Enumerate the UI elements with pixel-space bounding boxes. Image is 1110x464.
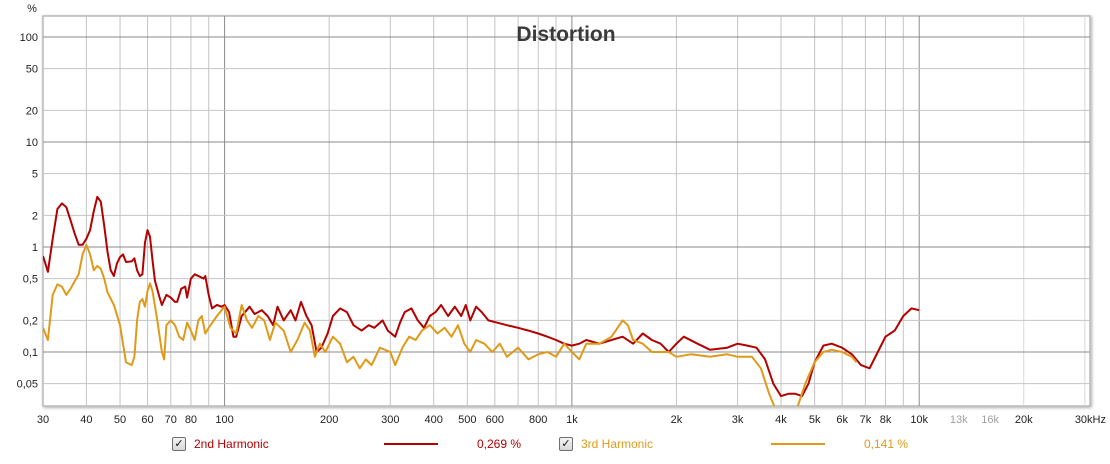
svg-text:20: 20 [26, 105, 38, 117]
plot-frame [42, 15, 1091, 407]
svg-text:70: 70 [165, 414, 177, 426]
series-3rd-harmonic [43, 243, 858, 406]
svg-text:40: 40 [80, 414, 92, 426]
chart-title: Distortion [516, 23, 615, 46]
svg-text:2k: 2k [671, 414, 683, 426]
svg-text:800: 800 [529, 414, 547, 426]
checkbox-2nd-harmonic[interactable]: ✓ [172, 437, 186, 451]
vertical-gridlines [85, 16, 1086, 406]
svg-text:600: 600 [486, 414, 504, 426]
data-series [43, 195, 920, 406]
svg-text:30: 30 [37, 414, 49, 426]
horizontal-gridlines [43, 36, 1090, 385]
x-axis-labels: 30 40 50 60 70 80 100 200 300 400 500 600 800 1k 2k 3k 4… [37, 414, 1106, 426]
svg-text:60: 60 [141, 414, 153, 426]
svg-text:20k: 20k [1015, 414, 1033, 426]
series-2nd-harmonic [43, 195, 920, 398]
svg-text:16k: 16k [981, 414, 999, 426]
legend-value-2nd-harmonic: 0,269 % [477, 437, 522, 451]
legend-swatch-2nd-harmonic [384, 443, 438, 445]
svg-text:8k: 8k [880, 414, 892, 426]
svg-text:1: 1 [32, 242, 38, 254]
legend-item-2nd-harmonic[interactable]: ✓ 2nd Harmonic [172, 434, 269, 454]
legend-item-3rd-harmonic[interactable]: ✓ 3rd Harmonic [559, 434, 653, 454]
svg-text:4k: 4k [775, 414, 787, 426]
svg-text:0,1: 0,1 [23, 347, 38, 359]
svg-text:5k: 5k [809, 414, 821, 426]
svg-text:50: 50 [114, 414, 126, 426]
svg-text:6k: 6k [836, 414, 848, 426]
svg-text:50: 50 [26, 64, 38, 76]
svg-text:0,05: 0,05 [17, 379, 38, 391]
svg-text:400: 400 [425, 414, 443, 426]
svg-text:3k: 3k [732, 414, 744, 426]
svg-text:100: 100 [215, 414, 233, 426]
svg-text:300: 300 [381, 414, 399, 426]
svg-text:30kHz: 30kHz [1075, 414, 1106, 426]
svg-text:1k: 1k [566, 414, 578, 426]
svg-text:7k: 7k [860, 414, 872, 426]
legend-value-3rd-harmonic: 0,141 % [864, 437, 909, 451]
checkbox-3rd-harmonic[interactable]: ✓ [559, 437, 573, 451]
svg-text:80: 80 [185, 414, 197, 426]
y-axis-labels: 100 50 20 10 5 2 1 0,5 0,2 0,1 0,05 [17, 32, 38, 391]
legend-label-2nd-harmonic: 2nd Harmonic [194, 437, 269, 451]
svg-text:10k: 10k [910, 414, 928, 426]
svg-text:2: 2 [32, 210, 38, 222]
legend-label-3rd-harmonic: 3rd Harmonic [581, 437, 654, 451]
svg-text:0,5: 0,5 [23, 274, 38, 286]
svg-text:5: 5 [32, 169, 38, 181]
y-axis-unit: % [27, 3, 37, 15]
svg-text:0,2: 0,2 [23, 315, 38, 327]
svg-text:10: 10 [26, 137, 38, 149]
legend-swatch-3rd-harmonic [771, 443, 825, 445]
svg-text:13k: 13k [950, 414, 968, 426]
svg-text:200: 200 [320, 414, 338, 426]
svg-text:100: 100 [20, 32, 38, 44]
svg-text:500: 500 [458, 414, 476, 426]
